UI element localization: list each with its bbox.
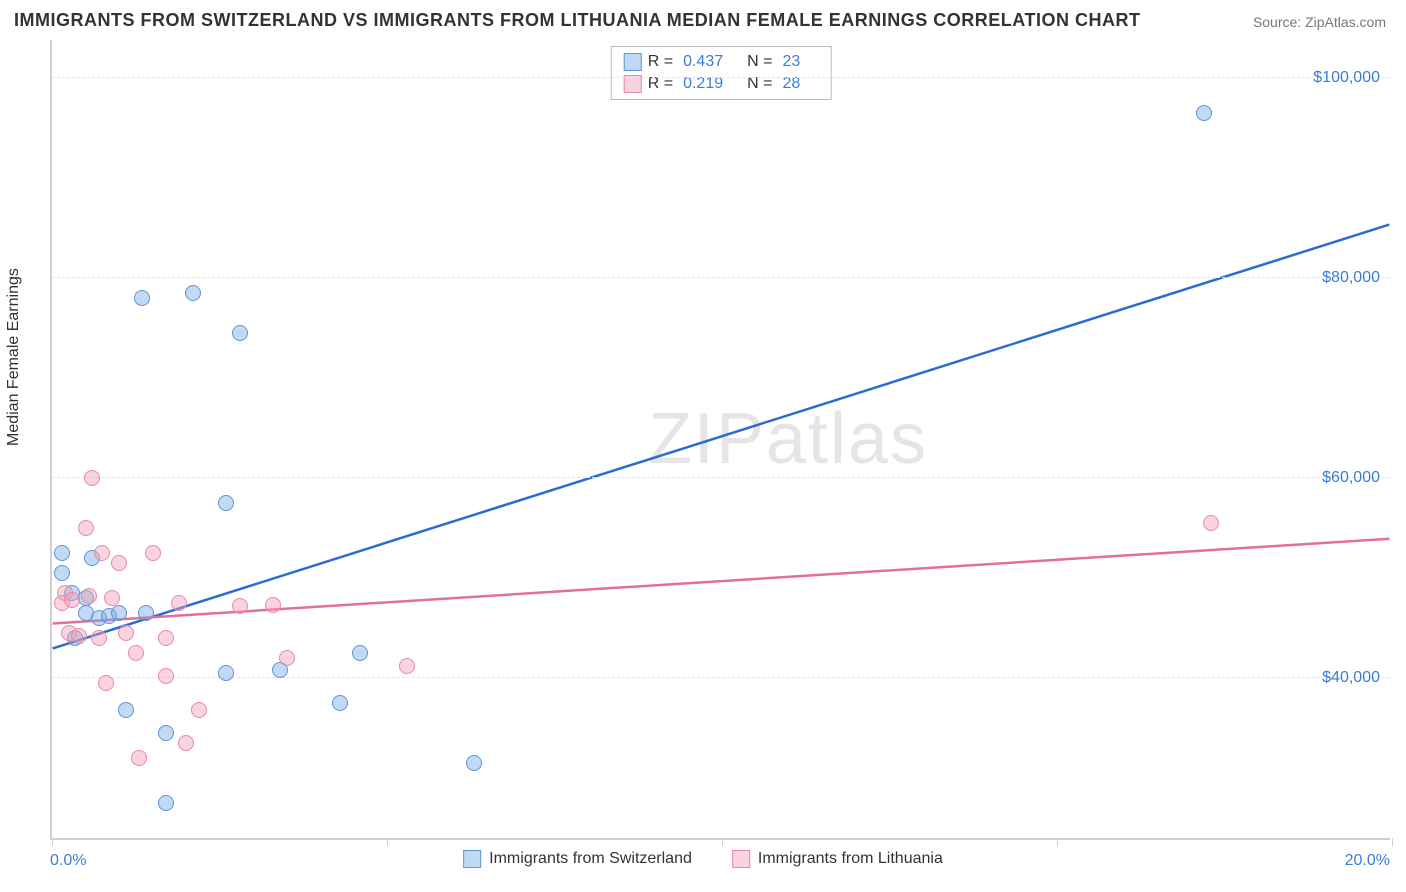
- x-tick: [1392, 838, 1393, 846]
- scatter-point: [158, 725, 174, 741]
- x-tick: [1057, 838, 1058, 846]
- legend-swatch-0: [463, 850, 481, 868]
- scatter-point: [191, 702, 207, 718]
- trend-line: [53, 539, 1390, 624]
- scatter-point: [64, 592, 80, 608]
- scatter-point: [78, 520, 94, 536]
- scatter-point: [158, 630, 174, 646]
- scatter-point: [279, 650, 295, 666]
- stat-legend-box: R = 0.437 N = 23 R = 0.219 N = 28: [611, 46, 832, 100]
- scatter-point: [134, 290, 150, 306]
- legend-item-1: Immigrants from Lithuania: [732, 850, 943, 868]
- gridline: [52, 477, 1390, 478]
- trend-line: [53, 225, 1390, 649]
- scatter-point: [265, 597, 281, 613]
- swatch-series-0: [624, 53, 642, 71]
- legend-item-0: Immigrants from Switzerland: [463, 850, 692, 868]
- stat-n-label-0: N =: [747, 53, 772, 71]
- scatter-point: [71, 628, 87, 644]
- scatter-point: [104, 590, 120, 606]
- source-attribution: Source: ZipAtlas.com: [1253, 14, 1386, 30]
- scatter-point: [145, 545, 161, 561]
- scatter-point: [111, 605, 127, 621]
- y-tick-label: $40,000: [1322, 669, 1380, 687]
- scatter-point: [218, 665, 234, 681]
- scatter-point: [232, 598, 248, 614]
- gridline: [52, 277, 1390, 278]
- legend-swatch-1: [732, 850, 750, 868]
- scatter-point: [332, 695, 348, 711]
- scatter-point: [118, 702, 134, 718]
- y-tick-label: $60,000: [1322, 469, 1380, 487]
- x-tick: [387, 838, 388, 846]
- y-tick-label: $80,000: [1322, 269, 1380, 287]
- bottom-legend: Immigrants from Switzerland Immigrants f…: [463, 850, 943, 868]
- stat-r-value-0: 0.437: [683, 53, 723, 71]
- scatter-point: [54, 545, 70, 561]
- chart-title: IMMIGRANTS FROM SWITZERLAND VS IMMIGRANT…: [14, 10, 1140, 31]
- scatter-point: [218, 495, 234, 511]
- scatter-point: [138, 605, 154, 621]
- y-axis-label: Median Female Earnings: [5, 268, 23, 446]
- scatter-point: [128, 645, 144, 661]
- stat-legend-row-0: R = 0.437 N = 23: [624, 51, 819, 73]
- scatter-point: [84, 470, 100, 486]
- scatter-point: [131, 750, 147, 766]
- x-tick: [722, 838, 723, 846]
- legend-label-1: Immigrants from Lithuania: [758, 850, 943, 868]
- trend-lines-svg: [52, 40, 1390, 838]
- scatter-point: [111, 555, 127, 571]
- gridline: [52, 77, 1390, 78]
- scatter-point: [171, 595, 187, 611]
- scatter-point: [98, 675, 114, 691]
- scatter-point: [466, 755, 482, 771]
- scatter-point: [185, 285, 201, 301]
- scatter-point: [399, 658, 415, 674]
- scatter-point: [94, 545, 110, 561]
- x-tick-label-max: 20.0%: [1345, 852, 1390, 870]
- scatter-point: [158, 668, 174, 684]
- scatter-point: [178, 735, 194, 751]
- scatter-point: [1203, 515, 1219, 531]
- scatter-point: [232, 325, 248, 341]
- scatter-point: [81, 588, 97, 604]
- scatter-point: [1196, 105, 1212, 121]
- x-tick: [52, 838, 53, 846]
- scatter-point: [54, 565, 70, 581]
- y-tick-label: $100,000: [1313, 69, 1380, 87]
- stat-n-value-0: 23: [782, 53, 800, 71]
- stat-r-label-0: R =: [648, 53, 673, 71]
- plot-area: ZIPatlas R = 0.437 N = 23 R = 0.219 N = …: [50, 40, 1390, 840]
- watermark: ZIPatlas: [648, 398, 928, 480]
- scatter-point: [118, 625, 134, 641]
- legend-label-0: Immigrants from Switzerland: [489, 850, 692, 868]
- x-tick-label-min: 0.0%: [50, 852, 86, 870]
- scatter-point: [352, 645, 368, 661]
- scatter-point: [158, 795, 174, 811]
- scatter-point: [91, 630, 107, 646]
- gridline: [52, 677, 1390, 678]
